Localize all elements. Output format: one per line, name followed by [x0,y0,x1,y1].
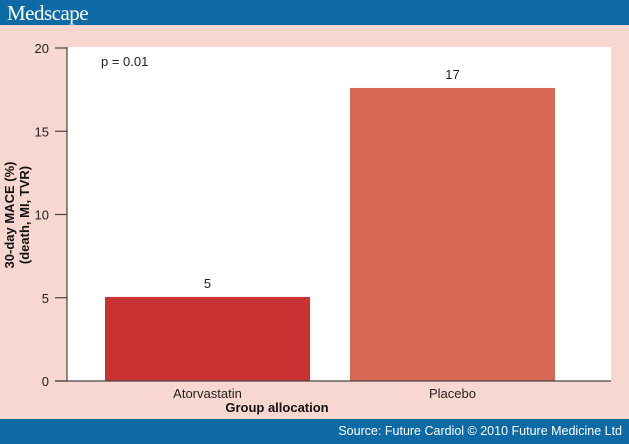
medscape-logo: Medscape [7,1,89,25]
x-tick-label: Placebo [429,386,476,401]
y-axis-label-detail: (death, MI, TVR) [17,166,32,264]
y-tick-label: 20 [35,41,49,56]
data-label: 17 [445,67,459,82]
x-tick-label: Atorvastatin [173,386,242,401]
y-tick-label: 5 [42,291,49,306]
p-value-annotation: p = 0.01 [101,54,148,69]
y-tick-label: 15 [35,124,49,139]
y-tick-label: 0 [42,374,49,389]
bar-placebo [350,87,555,382]
header-bar: Medscape [0,0,629,25]
y-tick-label: 10 [35,208,49,223]
data-label: 5 [204,276,211,291]
x-axis-label: Group allocation [225,400,328,415]
footer-bar: Source: Future Cardiol © 2010 Future Med… [0,419,629,444]
bar-atorvastatin [105,296,310,381]
source-credit: Source: Future Cardiol © 2010 Future Med… [338,424,622,438]
y-axis-label: 30-day MACE (%) [2,162,17,269]
